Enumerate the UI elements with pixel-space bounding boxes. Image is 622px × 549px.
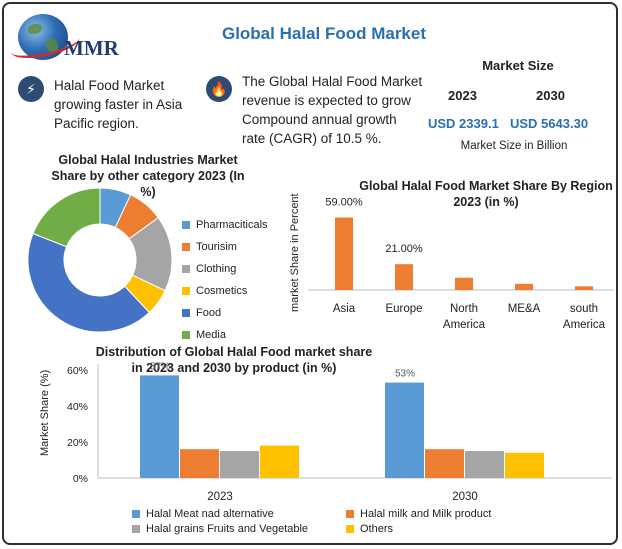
note-line: rate (CAGR) of 10.5 %. bbox=[242, 131, 382, 146]
legend-item: Halal grains Fruits and Vegetable bbox=[132, 523, 308, 535]
legend-item: Clothing bbox=[182, 258, 268, 280]
product-bar bbox=[140, 375, 179, 478]
product-bar bbox=[425, 449, 464, 478]
note-line: Halal Food Market bbox=[54, 78, 165, 93]
lightning-icon: ⚡ bbox=[18, 76, 44, 102]
region-data-label: 21.00% bbox=[385, 243, 423, 255]
legend-label: Halal milk and Milk product bbox=[360, 508, 492, 520]
legend-swatch bbox=[182, 221, 190, 229]
product-bar bbox=[260, 445, 299, 478]
product-y-tick-label: 0% bbox=[73, 473, 88, 485]
chart-title-line: %) bbox=[140, 185, 156, 199]
product-bar-chart: Market Share (%) 0% 20% 40% 60% 57% 2023 53% 2… bbox=[39, 361, 612, 503]
legend-label: Halal grains Fruits and Vegetable bbox=[146, 523, 309, 535]
note-line: Pacific region. bbox=[54, 116, 139, 131]
legend-swatch bbox=[132, 525, 140, 533]
product-y-tick-label: 40% bbox=[67, 401, 88, 413]
legend-item: Halal milk and Milk product bbox=[346, 508, 491, 520]
note-line: Compound annual growth bbox=[242, 112, 397, 127]
category-donut-chart bbox=[28, 187, 173, 333]
legend-swatch bbox=[182, 287, 190, 295]
chart-title-line: 2023 (in %) bbox=[453, 195, 519, 209]
legend-item: Media bbox=[182, 324, 268, 346]
legend-label: Pharmaciticals bbox=[196, 219, 268, 231]
region-chart-title: Global Halal Food Market Share By Region… bbox=[354, 178, 616, 210]
product-chart-title: Distribution of Global Halal Food market… bbox=[74, 344, 394, 376]
chart-title-line: Distribution of Global Halal Food market… bbox=[95, 345, 373, 359]
legend-item: Pharmaciticals bbox=[182, 214, 268, 236]
legend-label: Media bbox=[196, 329, 226, 341]
legend-item: Cosmetics bbox=[182, 280, 268, 302]
note-line: growing faster in Asia bbox=[54, 97, 183, 112]
chart-title-line: Global Halal Food Market Share By Region bbox=[359, 179, 613, 193]
product-data-label: 57% bbox=[150, 361, 170, 372]
product-y-tick-label: 60% bbox=[67, 365, 88, 377]
region-tick-label: south bbox=[570, 303, 598, 315]
region-bar-chart: market Share in Percent 59.00% Asia 21.00%… bbox=[289, 193, 614, 331]
brand-logo-text: MMR bbox=[64, 36, 119, 60]
region-bar bbox=[515, 283, 533, 290]
market-size-title: Market Size bbox=[482, 58, 554, 73]
flame-icon: 🔥 bbox=[206, 76, 232, 102]
legend-label: Food bbox=[196, 307, 222, 319]
product-bar bbox=[220, 451, 259, 478]
region-tick-label: North bbox=[450, 303, 478, 315]
market-size-value-2030: USD 5643.30 bbox=[510, 116, 589, 131]
market-size-year-2023: 2023 bbox=[448, 88, 477, 103]
region-bar bbox=[395, 264, 413, 290]
donut-slice-media bbox=[32, 187, 101, 248]
legend-swatch bbox=[132, 510, 140, 518]
product-bar bbox=[180, 449, 219, 478]
product-bar bbox=[385, 382, 424, 478]
region-tick-label: Europe bbox=[385, 303, 422, 315]
product-data-label: 53% bbox=[395, 369, 415, 380]
region-tick-label: Asia bbox=[333, 303, 356, 315]
region-bar bbox=[575, 286, 593, 290]
chart-title-line: Share by other category 2023 (In bbox=[51, 169, 245, 183]
market-size-year-2030: 2030 bbox=[536, 88, 565, 103]
legend-item: Halal Meat nad alternative bbox=[132, 508, 274, 520]
asia-growth-note: Halal Food Market growing faster in Asia… bbox=[54, 76, 224, 133]
category-chart-title: Global Halal Industries Market Share by … bbox=[28, 152, 268, 200]
legend-swatch bbox=[182, 243, 190, 251]
donut-slice-food bbox=[28, 232, 150, 333]
legend-item: Food bbox=[182, 302, 268, 324]
legend-item: Others bbox=[346, 523, 393, 535]
legend-swatch bbox=[182, 265, 190, 273]
region-tick-label: ME&A bbox=[508, 303, 541, 315]
product-category-label: 2023 bbox=[207, 491, 233, 503]
region-bar bbox=[455, 277, 473, 290]
legend-swatch bbox=[346, 510, 354, 518]
note-line: revenue is expected to grow bbox=[242, 93, 411, 108]
legend-label: Clothing bbox=[196, 263, 237, 275]
legend-swatch bbox=[346, 525, 354, 533]
legend-label: Halal Meat nad alternative bbox=[146, 508, 274, 520]
category-legend: Pharmaciticals Tourisim Clothing Cosmeti… bbox=[182, 214, 268, 346]
region-tick-label: America bbox=[563, 319, 606, 331]
legend-item: Tourisim bbox=[182, 236, 268, 258]
note-line: The Global Halal Food Market bbox=[242, 74, 423, 89]
product-category-label: 2030 bbox=[452, 491, 478, 503]
product-bar bbox=[505, 452, 544, 478]
legend-swatch bbox=[182, 331, 190, 339]
infographic-frame: MMR Global Halal Food Market ⚡ Halal Foo… bbox=[2, 2, 618, 545]
legend-label: Others bbox=[360, 523, 394, 535]
market-size-unit: Market Size in Billion bbox=[460, 140, 568, 152]
region-data-label: 59.00% bbox=[325, 197, 363, 209]
legend-swatch bbox=[182, 309, 190, 317]
legend-label: Cosmetics bbox=[196, 285, 248, 297]
legend-label: Tourisim bbox=[196, 241, 237, 253]
chart-title-line: Global Halal Industries Market bbox=[58, 153, 238, 167]
product-bar bbox=[465, 451, 504, 478]
market-size-value-2023: USD 2339.1 bbox=[428, 116, 499, 131]
region-y-axis-label: market Share in Percent bbox=[289, 193, 301, 312]
region-tick-label: America bbox=[443, 319, 486, 331]
cagr-note: The Global Halal Food Market revenue is … bbox=[242, 72, 442, 148]
region-bar bbox=[335, 217, 353, 290]
page-title: Global Halal Food Market bbox=[221, 24, 427, 43]
product-y-axis-label: Market Share (%) bbox=[39, 370, 51, 456]
chart-title-line: in 2023 and 2030 by product (in %) bbox=[131, 361, 337, 375]
product-y-tick-label: 20% bbox=[67, 437, 88, 449]
globe-logo-icon bbox=[18, 14, 68, 60]
